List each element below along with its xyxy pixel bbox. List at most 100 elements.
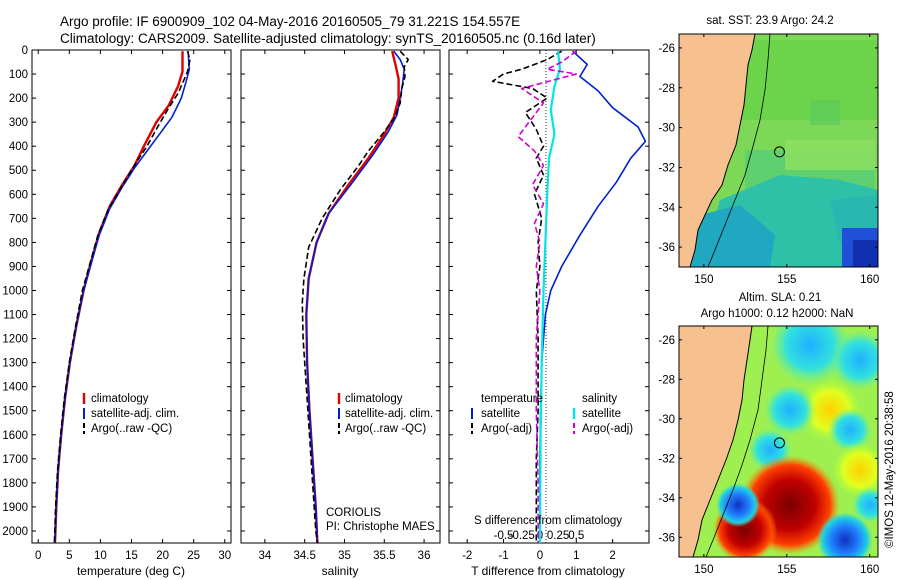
lon-tick-label: 150 (694, 564, 713, 576)
legend-climatology-label: climatology (91, 393, 149, 405)
difference-legend: temperature satellite Argo(-adj) salinit… (471, 393, 633, 435)
header-line-1: Argo profile: IF 6900909_102 04-May-2016… (60, 14, 520, 29)
legend-s-argo-label: Argo(-adj) (582, 423, 633, 435)
sst-map-panel: sat. SST: 23.9 Argo: 24.2 -26 -28 -30 -32 -3… (658, 15, 879, 286)
lat-tick-label: -30 (658, 123, 675, 135)
x-tick-label: 1 (573, 550, 579, 562)
legend-t-argo-label: Argo(-adj) (481, 423, 532, 435)
x-tick-label: 35 (338, 550, 351, 562)
t-difference-label: T difference from climatology (471, 564, 625, 578)
data-center-annotation: CORIOLIS (326, 507, 381, 519)
x-tick-label: 30 (218, 550, 231, 562)
lon-tick-label: 150 (694, 274, 713, 286)
depth-tick-label: 1900 (2, 502, 28, 514)
legend-t-satellite-label: satellite (481, 408, 520, 420)
sla-map-lat-axis: -26 -28 -30 -32 -34 -36 (658, 335, 878, 544)
salinity-axes-frame (240, 49, 441, 544)
depth-tick-label: 1700 (2, 454, 28, 466)
sst-map-lat-axis: -26 -28 -30 -32 -34 -36 (658, 43, 878, 254)
difference-axes-frame (448, 49, 650, 544)
lat-tick-label: -36 (658, 532, 675, 544)
difference-y-ticks (449, 49, 649, 532)
sst-map-title: sat. SST: 23.9 Argo: 24.2 (706, 15, 833, 27)
s-diff-tick-label: -0.25 (509, 530, 535, 542)
sst-map-image (679, 34, 878, 267)
series-line-satellite-adj-clim (54, 51, 191, 543)
header-line-2: Climatology: CARS2009. Satellite-adjuste… (60, 31, 596, 46)
series-line-t-satellite (539, 50, 647, 543)
lat-tick-label: -34 (658, 202, 675, 214)
lon-tick-label: 160 (860, 564, 879, 576)
x-tick-label: -1 (498, 550, 508, 562)
lat-tick-label: -28 (658, 83, 675, 95)
x-tick-label: 36 (418, 550, 431, 562)
lat-tick-label: -26 (658, 335, 675, 347)
depth-tick-label: 700 (9, 213, 28, 225)
series-line-satellite-adj-clim (305, 50, 406, 543)
temperature-panel: 0100200300400500600700800900100011001200… (2, 45, 232, 578)
legend-climatology-label: climatology (345, 393, 403, 405)
legend-argo-label: Argo(..raw -QC) (345, 423, 426, 435)
x-tick-label: 10 (94, 550, 107, 562)
x-tick-label: 0 (537, 550, 543, 562)
sla-map-title: Altim. SLA: 0.21 (739, 292, 821, 304)
depth-tick-label: 200 (9, 93, 28, 105)
sla-map-image (679, 326, 878, 557)
argo-location-marker (773, 437, 785, 449)
x-tick-label: 25 (187, 550, 200, 562)
s-difference-label: S difference from climatology (474, 515, 622, 527)
series-line-t-argo-adj (491, 50, 563, 543)
lat-tick-label: -30 (658, 414, 675, 426)
s-diff-tick-label: 0.5 (568, 530, 584, 542)
legend-temperature-title: temperature (481, 393, 543, 405)
series-line-s-argo-adj (517, 50, 578, 543)
series-line-climatology (53, 51, 184, 543)
temperature-axes-frame (31, 49, 232, 544)
salinity-legend: climatology satellite-adj. clim. Argo(..… (337, 393, 433, 435)
s-diff-tick-label: -0.5 (494, 530, 514, 542)
salinity-x-axis: 34 34.5 35 35.5 36 (258, 50, 430, 562)
sla-map-lon-axis: 150 155 160 (694, 326, 879, 576)
depth-tick-label: 600 (9, 189, 28, 201)
x-tick-label: 0 (35, 550, 41, 562)
series-line-argo-raw-qc (53, 50, 191, 543)
sla-map-panel: Altim. SLA: 0.21 Argo h1000: 0.12 h2000:… (658, 292, 879, 576)
depth-tick-label: 800 (9, 237, 28, 249)
x-tick-label: 5 (66, 550, 72, 562)
series-line-climatology (305, 50, 400, 543)
depth-axis: 0 100 200 300 400 500 600 700 800 900 1000 1100 1200… (2, 45, 231, 538)
series-line-s-satellite (538, 51, 562, 543)
sst-map-lon-axis: 150 155 160 (694, 34, 879, 286)
depth-tick-label: 500 (9, 165, 28, 177)
lat-tick-label: -34 (658, 493, 675, 505)
difference-panel: -2 -1 0 1 2 -0.5-0.25 0 0.250.5 S difference f… (448, 49, 650, 578)
temperature-profile-lines (53, 50, 191, 543)
lon-tick-label: 160 (860, 274, 879, 286)
x-tick-label: -2 (462, 550, 472, 562)
x-tick-label: 34 (258, 550, 271, 562)
sla-map-frame (678, 325, 879, 558)
x-tick-label: 35.5 (373, 550, 395, 562)
depth-tick-label: 2000 (2, 526, 28, 538)
legend-satellite-label: satellite-adj. clim. (91, 408, 179, 420)
depth-tick-label: 0 (22, 45, 28, 57)
difference-x-axis: -2 -1 0 1 2 (462, 50, 616, 562)
salinity-difference-x-axis: -0.5-0.25 0 0.250.5 (494, 530, 585, 542)
depth-tick-label: 1500 (2, 406, 28, 418)
x-tick-label: 2 (609, 550, 615, 562)
lat-tick-label: -26 (658, 43, 675, 55)
temperature-x-axis: 0 5 10 15 20 25 30 (35, 50, 231, 562)
depth-tick-label: 1100 (3, 310, 28, 322)
lat-tick-label: -28 (658, 374, 675, 386)
depth-tick-label: 400 (9, 141, 28, 153)
temperature-x-label: temperature (deg C) (77, 564, 185, 578)
salinity-x-label: salinity (322, 564, 359, 578)
legend-s-satellite-label: satellite (582, 408, 621, 420)
depth-tick-label: 1600 (2, 430, 28, 442)
lon-tick-label: 155 (777, 274, 796, 286)
depth-tick-label: 300 (9, 117, 28, 129)
sst-map-frame (678, 33, 879, 268)
salinity-panel: 34 34.5 35 35.5 36 salinity climatology sate… (240, 49, 441, 578)
legend-satellite-label: satellite-adj. clim. (345, 408, 433, 420)
